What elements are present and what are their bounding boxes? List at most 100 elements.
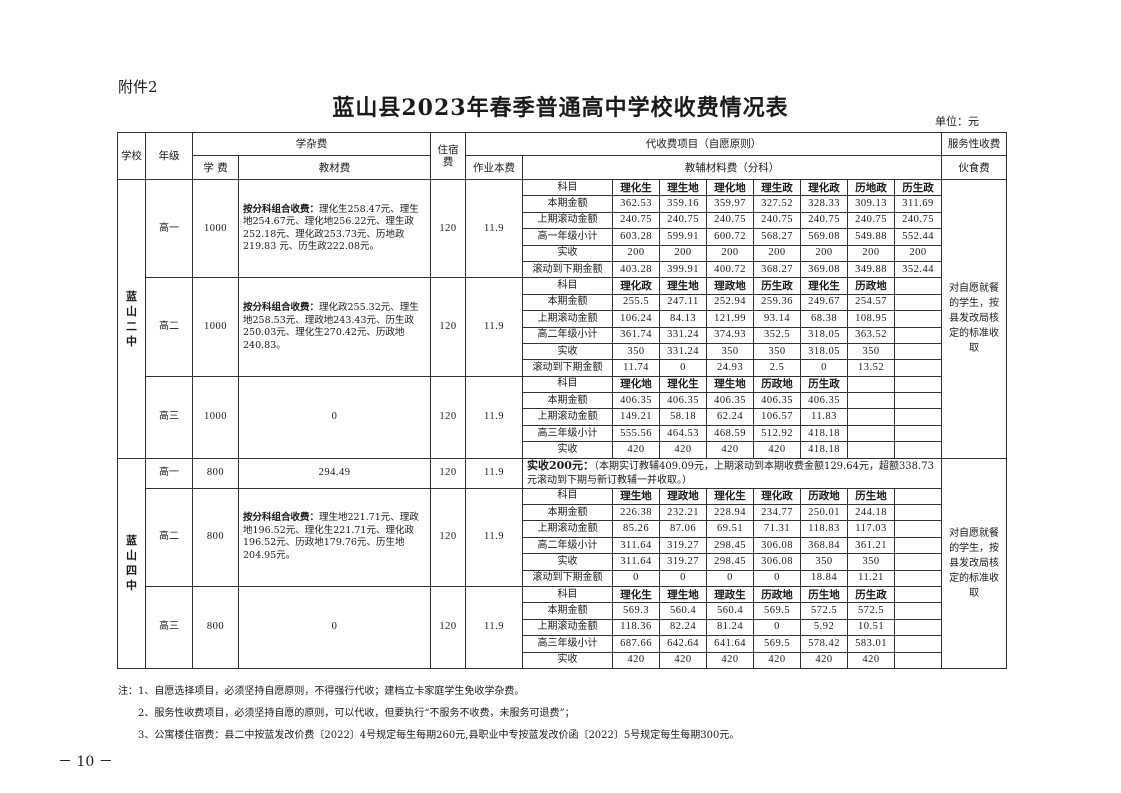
textbook-text: 理化生258.47元、理生地254.67元、理化地256.22元、理生政252.…: [243, 203, 419, 253]
table-row: 实收 200 200 200 200 200 200 200: [118, 244, 1007, 262]
amount-cell: 420: [659, 441, 707, 459]
amount-cell: 106.57: [753, 408, 801, 426]
row-label: 高二年级小计: [522, 326, 613, 344]
amount-cell: 406.35: [612, 392, 660, 410]
note-1: 注：1、自愿选择项目，必须坚持自愿原则，不得强行代收；建档立卡家庭学生免收学杂费…: [118, 686, 525, 697]
amount-cell: [893, 504, 943, 522]
amount-cell: 298.45: [706, 553, 754, 571]
amount-cell: 368.84: [800, 536, 848, 555]
row-label: 科目: [522, 585, 613, 604]
row-label: 高三年级小计: [522, 635, 613, 653]
amount-cell: 200: [847, 244, 895, 262]
page-title: 蓝山县2023年春季普通高中学校收费情况表: [332, 95, 789, 121]
amount-cell: 420: [612, 441, 660, 459]
amount-cell: [847, 424, 895, 443]
homework-cell: 11.9: [465, 277, 523, 377]
amount-cell: 569.08: [800, 228, 848, 246]
homework-cell: 11.9: [465, 457, 523, 489]
amount-cell: 149.21: [612, 408, 660, 426]
amount-cell: 350: [800, 553, 848, 571]
row-label: 本期金额: [522, 392, 613, 410]
amount-cell: 0: [706, 569, 754, 587]
amount-cell: 468.59: [706, 424, 754, 443]
amount-cell: 85.26: [612, 520, 660, 538]
row-label: 上期滚动金额: [522, 408, 613, 426]
subject-header: [847, 375, 895, 394]
amount-cell: 106.24: [612, 310, 660, 328]
lodging-cell: 120: [430, 375, 466, 459]
table-row: 本期金额 569.3 560.4 560.4 569.5 572.5 572.5: [118, 602, 1007, 620]
note-text: （本期实订教辅409.09元，上期滚动到本期收费金额129.64元，超额338.…: [527, 460, 934, 486]
amount-cell: 298.45: [706, 536, 754, 555]
amount-cell: [893, 392, 943, 410]
amount-cell: 2.5: [753, 359, 801, 377]
amount-cell: 578.42: [800, 635, 848, 653]
amount-cell: 0: [612, 569, 660, 587]
amount-cell: 13.52: [847, 359, 895, 377]
amount-cell: 572.5: [800, 602, 848, 620]
amount-cell: 247.11: [659, 293, 707, 312]
amount-cell: [893, 326, 943, 344]
fee-table-body: 蓝山二中 高一 1000 按分科组合收费：理化生258.47元、理生地254.67元、…: [117, 178, 1008, 669]
amount-cell: 311.64: [612, 536, 660, 555]
amount-cell: [893, 536, 943, 555]
header-collection: 代收费项目（自愿原则）: [464, 132, 943, 156]
subject-header: 理化生: [612, 178, 660, 197]
textbook-label: 按分科组合收费：: [243, 302, 320, 314]
header-misc-fee: 学杂费: [192, 132, 431, 156]
textbook-text: 理生地221.71元、理政地196.52元、理化生221.71元、理化政196.…: [243, 512, 419, 561]
tuition-cell: 800: [192, 457, 239, 489]
subject-header: 理化政: [753, 487, 801, 506]
amount-cell: 0: [659, 359, 707, 377]
amount-cell: 10.51: [847, 618, 895, 637]
amount-cell: 118.36: [612, 618, 660, 637]
amount-cell: 200: [800, 244, 848, 262]
row-label: 上期滚动金额: [522, 211, 613, 230]
header-service: 服务性收费: [941, 132, 1008, 156]
amount-cell: 108.95: [847, 310, 895, 328]
amount-cell: 306.08: [753, 553, 801, 571]
amount-cell: 318.05: [800, 342, 848, 361]
amount-cell: 406.35: [800, 392, 848, 410]
amount-cell: 361.21: [847, 536, 895, 555]
subject-header: [893, 375, 943, 394]
amount-cell: 306.08: [753, 536, 801, 555]
amount-cell: [893, 520, 943, 538]
amount-cell: 11.21: [847, 569, 895, 587]
textbook-cell: 294.49: [238, 457, 431, 489]
amount-cell: 228.94: [706, 504, 754, 522]
grade-cell: 高三: [145, 375, 193, 459]
amount-cell: 359.97: [706, 195, 754, 213]
amount-cell: 350: [847, 553, 895, 571]
amount-cell: [893, 602, 943, 620]
subject-header: 理生政: [753, 178, 801, 197]
amount-cell: 368.27: [753, 260, 801, 279]
amount-cell: 641.64: [706, 635, 754, 653]
header-meal: 伙食费: [941, 155, 1008, 180]
subject-header: 历生政: [847, 585, 895, 604]
lodging-cell: 120: [430, 178, 466, 279]
header-grade: 年级: [145, 132, 193, 180]
homework-cell: 11.9: [465, 178, 523, 279]
page-number: － 10 －: [58, 754, 113, 770]
table-row: 蓝山四中 高一 800 294.49 120 11.9 实收200元：（本期实订教辅409.…: [117, 457, 1008, 669]
tuition-cell: 800: [192, 585, 239, 669]
subject-header: 理化生: [706, 487, 754, 506]
amount-cell: [893, 618, 943, 637]
amount-cell: [893, 424, 943, 443]
subject-header: 理生地: [659, 178, 707, 197]
amount-cell: 374.93: [706, 326, 754, 344]
amount-cell: 309.13: [847, 195, 895, 213]
lodging-cell: 120: [430, 457, 466, 489]
amount-cell: 369.08: [800, 260, 848, 279]
amount-cell: 69.51: [706, 520, 754, 538]
amount-cell: [893, 310, 943, 328]
amount-cell: 254.57: [847, 293, 895, 312]
amount-cell: [893, 342, 943, 361]
amount-cell: 58.18: [659, 408, 707, 426]
subject-header: 历政地: [753, 585, 801, 604]
header-homework: 作业本费: [465, 155, 523, 180]
amount-cell: 569.3: [612, 602, 660, 620]
subject-header: 理化生: [800, 277, 848, 295]
textbook-label: 按分科组合收费：: [243, 203, 320, 215]
